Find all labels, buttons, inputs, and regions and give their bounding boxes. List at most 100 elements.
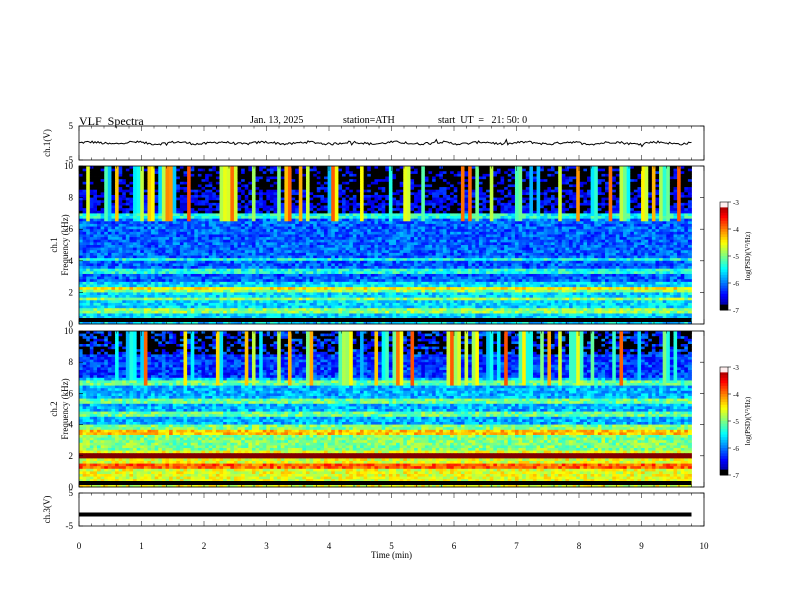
heatmap-cell <box>313 223 318 227</box>
heatmap-cell <box>183 192 188 196</box>
heatmap-cell <box>543 176 548 180</box>
heatmap-cell <box>169 242 174 246</box>
heatmap-cell <box>363 173 368 177</box>
heatmap-cell <box>457 216 462 220</box>
heatmap-cell <box>370 239 375 243</box>
heatmap-cell <box>435 221 440 225</box>
heatmap-cell <box>154 189 159 193</box>
heatmap-cell <box>576 216 581 220</box>
heatmap-cell <box>143 237 148 241</box>
heatmap-cell <box>396 197 401 201</box>
heatmap-cell <box>576 171 581 175</box>
heatmap-cell <box>176 205 181 209</box>
heatmap-cell <box>284 194 289 198</box>
heatmap-cell <box>540 176 545 180</box>
heatmap-cell <box>594 184 599 188</box>
heatmap-cell <box>342 221 347 225</box>
heatmap-cell <box>309 221 314 225</box>
heatmap-cell <box>590 234 595 238</box>
heatmap-cell <box>223 231 228 235</box>
heatmap-cell <box>507 216 512 220</box>
heatmap-cell <box>140 202 145 206</box>
heatmap-cell <box>486 234 491 238</box>
heatmap-cell <box>187 187 192 191</box>
heatmap-cell <box>605 216 610 220</box>
heatmap-cell <box>543 234 548 238</box>
heatmap-cell <box>590 192 595 196</box>
heatmap-cell <box>421 213 426 217</box>
heatmap-cell <box>522 210 527 214</box>
heatmap-cell <box>525 187 530 191</box>
heatmap-cell <box>280 226 285 230</box>
heatmap-cell <box>352 239 357 243</box>
heatmap-cell <box>291 181 296 185</box>
heatmap-cell <box>205 231 210 235</box>
heatmap-cell <box>687 189 692 193</box>
heatmap-cell <box>410 218 415 222</box>
heatmap-cell <box>680 239 685 243</box>
heatmap-cell <box>197 208 202 212</box>
heatmap-cell <box>410 234 415 238</box>
heatmap-cell <box>414 168 419 172</box>
heatmap-cell <box>291 202 296 206</box>
heatmap-cell <box>345 210 350 214</box>
heatmap-cell <box>140 179 145 183</box>
heatmap-cell <box>349 226 354 230</box>
heatmap-cell <box>500 221 505 225</box>
heatmap-cell <box>587 202 592 206</box>
heatmap-cell <box>612 237 617 241</box>
heatmap-cell <box>287 231 292 235</box>
heatmap-cell <box>561 221 566 225</box>
heatmap-cell <box>143 218 148 222</box>
heatmap-cell <box>637 239 642 243</box>
heatmap-cell <box>273 202 278 206</box>
heatmap-cell <box>284 229 289 233</box>
heatmap-cell <box>140 221 145 225</box>
heatmap-cell <box>100 205 105 209</box>
heatmap-cell <box>601 213 606 217</box>
heatmap-cell <box>623 237 628 241</box>
heatmap-cell <box>680 237 685 241</box>
heatmap-cell <box>687 194 692 198</box>
heatmap-cell <box>201 168 206 172</box>
heatmap-cell <box>417 218 422 222</box>
heatmap-cell <box>309 166 314 170</box>
heatmap-cell <box>478 166 483 170</box>
heatmap-cell <box>432 213 437 217</box>
heatmap-cell <box>295 231 300 235</box>
heatmap-cell <box>324 166 328 170</box>
heatmap-cell <box>554 192 559 196</box>
heatmap-cell <box>158 234 163 238</box>
heatmap-cell <box>277 205 282 209</box>
heatmap-cell <box>450 192 455 196</box>
heatmap-cell <box>248 234 253 238</box>
heatmap-cell <box>550 187 555 191</box>
heatmap-cell <box>313 221 318 225</box>
heatmap-cell <box>219 184 224 188</box>
heatmap-cell <box>255 223 260 227</box>
heatmap-cell <box>572 229 577 233</box>
heatmap-cell <box>190 176 195 180</box>
heatmap-cell <box>651 218 656 222</box>
heatmap-cell <box>241 173 246 177</box>
heatmap-cell <box>259 184 264 188</box>
heatmap-cell <box>291 237 296 241</box>
heatmap-cell <box>590 189 595 193</box>
heatmap-cell <box>532 173 537 177</box>
heatmap-cell <box>291 205 296 209</box>
heatmap-cell <box>399 189 404 193</box>
heatmap-cell <box>212 229 217 233</box>
heatmap-cell <box>608 237 613 241</box>
heatmap-cell <box>666 234 671 238</box>
heatmap-cell <box>352 166 357 170</box>
heatmap-cell <box>630 184 635 188</box>
heatmap-cell <box>298 223 303 227</box>
heatmap-cell <box>259 181 264 185</box>
heatmap-cell <box>518 221 523 225</box>
heatmap-cell <box>540 202 545 206</box>
heatmap-cell <box>417 216 422 220</box>
heatmap-cell <box>284 237 289 241</box>
heatmap-cell <box>143 189 148 193</box>
heatmap-cell <box>82 223 87 227</box>
heatmap-cell <box>197 242 202 246</box>
